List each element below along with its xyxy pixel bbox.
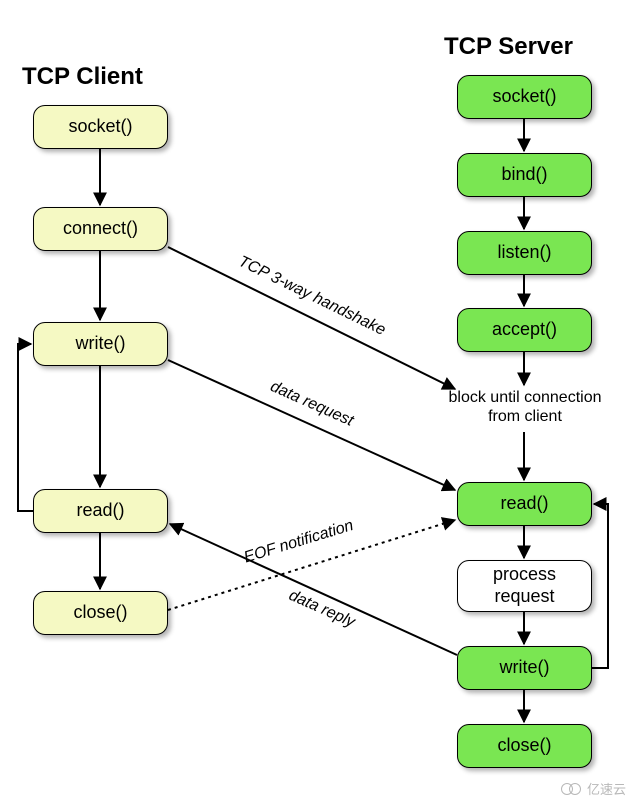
server-title: TCP Server	[444, 33, 573, 61]
server-listen-node: listen()	[457, 231, 592, 275]
server-read-node: read()	[457, 482, 592, 526]
client-socket-node: socket()	[33, 105, 168, 149]
server-write-node: write()	[457, 646, 592, 690]
data-request-label: data request	[268, 378, 357, 430]
server-socket-node: socket()	[457, 75, 592, 119]
cloud-icon	[561, 782, 583, 796]
data-reply-label: data reply	[286, 587, 358, 632]
eof-label: EOF notification	[242, 517, 356, 566]
server-process-node: processrequest	[457, 560, 592, 612]
server-bind-node: bind()	[457, 153, 592, 197]
watermark: 亿速云	[561, 779, 626, 798]
handshake-label: TCP 3-way handshake	[236, 253, 388, 339]
client-read-node: read()	[33, 489, 168, 533]
client-title: TCP Client	[22, 63, 143, 91]
server-close-node: close()	[457, 724, 592, 768]
client-write-node: write()	[33, 322, 168, 366]
server-accept-node: accept()	[457, 308, 592, 352]
client-close-node: close()	[33, 591, 168, 635]
block-label: block until connectionfrom client	[430, 388, 620, 426]
client-connect-node: connect()	[33, 207, 168, 251]
watermark-text: 亿速云	[587, 779, 626, 798]
